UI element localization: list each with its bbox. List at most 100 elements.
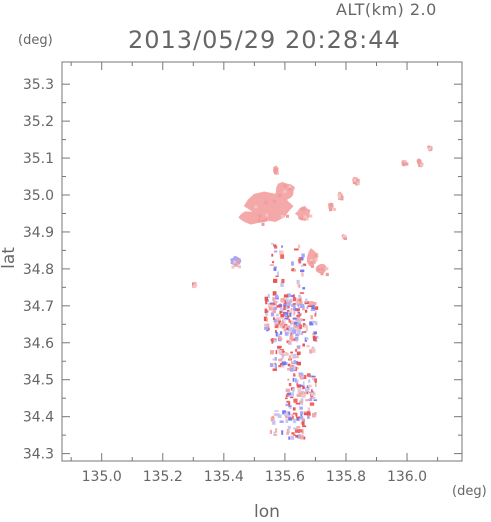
echo-speckle bbox=[299, 292, 305, 294]
echo-speckle bbox=[293, 373, 296, 377]
echo-speckle bbox=[289, 392, 294, 397]
echo-pixel bbox=[288, 187, 292, 191]
echo-speckle bbox=[314, 340, 318, 343]
echo-speckle bbox=[296, 416, 300, 421]
echo-speckle bbox=[308, 379, 311, 383]
echo-speckle bbox=[275, 275, 279, 277]
echo-speckle bbox=[304, 309, 308, 313]
echo-speckle bbox=[298, 300, 302, 305]
echo-speckle bbox=[296, 351, 301, 356]
echo-pixel bbox=[330, 207, 334, 211]
echo-speckle bbox=[311, 346, 315, 350]
echo-pixel bbox=[261, 219, 265, 223]
echo-speckle bbox=[309, 321, 314, 326]
echo-pixel bbox=[264, 218, 268, 222]
echo-speckle bbox=[286, 298, 289, 303]
echo-speckle bbox=[284, 317, 289, 320]
echo-pixel bbox=[265, 213, 269, 217]
y-tick-label: 34.8 bbox=[23, 262, 54, 278]
echo-speckle bbox=[283, 299, 287, 304]
echo-pixel bbox=[234, 263, 238, 267]
echo-speckle bbox=[286, 303, 289, 306]
echo-speckle bbox=[278, 336, 282, 341]
echo-speckle bbox=[288, 405, 292, 408]
echo-speckle bbox=[295, 333, 299, 337]
echo-speckle bbox=[299, 324, 303, 329]
echo-speckle bbox=[311, 377, 316, 380]
echo-pixel bbox=[254, 205, 258, 209]
echo-speckle bbox=[298, 294, 301, 298]
echo-speckle bbox=[290, 435, 294, 440]
echo-speckle bbox=[298, 257, 302, 260]
echo-pixel bbox=[194, 283, 198, 287]
echo-speckle bbox=[290, 320, 295, 323]
echo-speckle bbox=[307, 407, 311, 412]
echo-speckle bbox=[291, 303, 296, 307]
echo-speckle bbox=[306, 391, 309, 395]
echo-pixel bbox=[320, 272, 324, 276]
echo-speckle bbox=[270, 307, 274, 311]
echo-speckle bbox=[294, 428, 298, 433]
echo-pixel bbox=[303, 215, 307, 219]
y-tick-label: 35.1 bbox=[23, 151, 54, 167]
echo-speckle bbox=[264, 326, 269, 330]
echo-speckle bbox=[300, 300, 303, 304]
echo-speckle bbox=[293, 434, 296, 436]
echo-speckle bbox=[311, 348, 316, 353]
echo-speckle bbox=[282, 319, 284, 324]
echo-speckle bbox=[286, 310, 290, 312]
echo-pixel bbox=[283, 184, 287, 188]
echo-speckle bbox=[305, 388, 310, 392]
echo-speckle bbox=[280, 298, 285, 302]
echo-speckle bbox=[302, 381, 305, 386]
echo-pixel bbox=[238, 265, 241, 269]
echo-speckle bbox=[289, 366, 294, 368]
echo-speckle bbox=[279, 352, 283, 355]
echo-speckle bbox=[291, 361, 293, 363]
echo-speckle bbox=[307, 415, 310, 419]
echo-speckle bbox=[293, 365, 296, 371]
x-tick-label: 135.4 bbox=[204, 469, 244, 485]
echo-speckle bbox=[286, 392, 291, 395]
echo-speckle bbox=[302, 323, 306, 328]
echo-speckle bbox=[269, 429, 272, 434]
echo-speckle bbox=[304, 301, 309, 305]
echo-speckle bbox=[276, 305, 281, 308]
echo-speckle bbox=[283, 321, 286, 325]
x-unit-label: (deg) bbox=[452, 484, 487, 499]
y-unit-label: (deg) bbox=[18, 33, 53, 48]
echo-speckle bbox=[285, 397, 288, 400]
echo-speckle bbox=[295, 435, 299, 438]
x-tick-label: 135.6 bbox=[265, 469, 305, 485]
echo-speckle bbox=[297, 318, 302, 323]
echo-speckle bbox=[293, 324, 297, 328]
echo-speckle bbox=[296, 426, 301, 429]
echo-speckle bbox=[285, 419, 289, 423]
echo-speckle bbox=[301, 391, 304, 394]
echo-speckle bbox=[288, 383, 292, 387]
echo-pixel bbox=[333, 207, 337, 211]
y-tick-label: 35.0 bbox=[23, 188, 54, 204]
y-tick-label: 34.9 bbox=[23, 225, 54, 241]
echo-speckle bbox=[272, 358, 275, 361]
echo-speckle bbox=[270, 350, 275, 355]
echo-speckle bbox=[298, 372, 303, 376]
echo-speckle bbox=[272, 291, 277, 296]
echo-speckle bbox=[312, 320, 316, 324]
echo-speckle bbox=[287, 332, 292, 334]
echo-speckle bbox=[298, 297, 302, 300]
echo-speckle bbox=[266, 314, 269, 317]
echo-pixel bbox=[300, 207, 304, 211]
echo-speckle bbox=[270, 417, 275, 422]
echo-pixel bbox=[272, 199, 276, 203]
echo-speckle bbox=[305, 337, 309, 341]
echo-speckle bbox=[296, 308, 300, 312]
echo-speckle bbox=[290, 351, 293, 354]
echo-speckle bbox=[289, 406, 292, 409]
echo-speckle bbox=[298, 244, 301, 249]
echo-speckle bbox=[300, 398, 304, 401]
echo-speckle bbox=[293, 303, 296, 305]
echo-pixel bbox=[237, 259, 240, 263]
echo-speckle bbox=[306, 411, 311, 416]
echo-speckle bbox=[296, 279, 300, 284]
